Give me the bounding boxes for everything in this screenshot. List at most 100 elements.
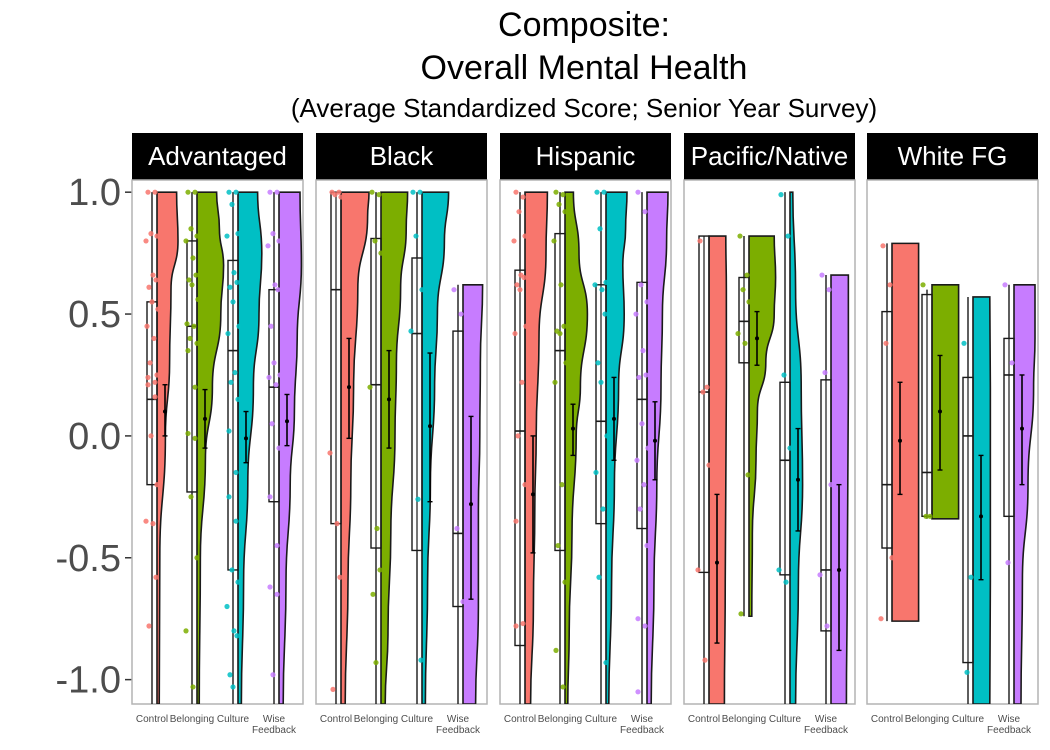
data-point (146, 284, 152, 290)
data-point (229, 567, 235, 573)
density-cloud (789, 191, 804, 704)
data-point (880, 243, 886, 249)
data-point (878, 616, 884, 622)
data-point (522, 233, 528, 239)
facet-strip-label: Pacific/Native (691, 141, 849, 171)
data-point (706, 462, 712, 468)
x-tick-label: Wise Feedback (252, 714, 297, 736)
group-belonging (920, 282, 960, 520)
density-cloud (380, 191, 409, 704)
data-point (418, 657, 424, 663)
data-point (232, 369, 238, 376)
data-point (226, 189, 232, 195)
data-point (551, 238, 557, 244)
data-point (327, 450, 333, 456)
group-wise-feedback (451, 284, 484, 704)
data-point (191, 323, 197, 329)
box (554, 232, 566, 552)
box (146, 301, 158, 486)
x-tick-label: Belonging (722, 714, 766, 725)
mean-point (653, 438, 657, 443)
data-point (332, 192, 338, 198)
data-point (235, 396, 241, 402)
facet-panel-black: Black Control Belonging Culture Wise Feedback (315, 133, 488, 736)
data-point (785, 233, 791, 239)
data-point (408, 328, 414, 334)
data-point (633, 311, 639, 317)
data-point (373, 659, 379, 666)
data-point (514, 282, 520, 288)
data-point (593, 469, 599, 476)
data-point (183, 238, 189, 244)
data-point (828, 482, 834, 488)
data-point (513, 623, 519, 629)
data-point (512, 330, 518, 337)
data-point (738, 611, 744, 617)
facet-strip-label: Black (370, 141, 435, 171)
mean-point (612, 416, 616, 421)
x-tick-label: Control (504, 714, 536, 725)
x-tick-label: Wise Feedback (620, 714, 665, 736)
x-tick-label: Culture (769, 714, 802, 725)
group-belonging (183, 189, 225, 704)
box (962, 376, 974, 664)
box (636, 281, 648, 530)
mean-point (1020, 426, 1024, 431)
data-point (961, 340, 967, 346)
facet-panel-pacific-native: Pacific/Native Control Belonging Culture Wis… (683, 133, 856, 736)
data-point (559, 482, 565, 488)
box (330, 191, 342, 525)
data-point (927, 513, 933, 519)
facet-panel-white-fg: White FG Control Belonging Culture Wise Feedb… (866, 133, 1039, 736)
data-point (226, 494, 232, 500)
data-point (883, 340, 889, 346)
data-point (193, 272, 199, 278)
data-point (274, 542, 280, 549)
data-point (152, 379, 158, 385)
data-point (143, 518, 149, 524)
data-point (637, 506, 643, 512)
box (370, 237, 382, 549)
data-point (192, 435, 198, 441)
data-point (636, 374, 642, 381)
data-point (887, 282, 893, 288)
data-point (600, 506, 606, 512)
data-point (231, 628, 237, 634)
group-culture (592, 189, 628, 704)
x-tick-label: Belonging (905, 714, 949, 725)
data-point (639, 421, 645, 427)
data-point (374, 525, 380, 532)
density-cloud (891, 242, 920, 622)
density-cloud (1013, 284, 1036, 704)
facet-strip-label: Hispanic (536, 141, 636, 171)
box (698, 235, 710, 574)
data-point (644, 542, 650, 549)
data-point (330, 686, 336, 692)
data-point (233, 518, 239, 524)
data-point (233, 189, 239, 195)
mean-point (979, 514, 983, 519)
data-point (634, 457, 640, 463)
data-point (336, 189, 342, 195)
box (186, 240, 198, 493)
data-point (154, 482, 160, 488)
facet-strip-label: Advantaged (148, 141, 287, 171)
data-point (515, 433, 521, 439)
facet-strip-label: White FG (898, 141, 1008, 171)
x-tick-label: Control (136, 714, 168, 725)
data-point (458, 311, 464, 317)
data-point (819, 272, 825, 278)
x-tick-label: Control (688, 714, 720, 725)
data-point (598, 379, 604, 385)
group-culture (961, 296, 992, 704)
box (820, 379, 832, 632)
data-point (638, 282, 644, 288)
data-point (229, 201, 235, 207)
data-point (561, 323, 567, 329)
data-point (419, 287, 425, 293)
group-belonging (367, 189, 409, 704)
data-point (778, 192, 784, 198)
mean-point (203, 416, 207, 421)
group-culture (408, 189, 450, 704)
